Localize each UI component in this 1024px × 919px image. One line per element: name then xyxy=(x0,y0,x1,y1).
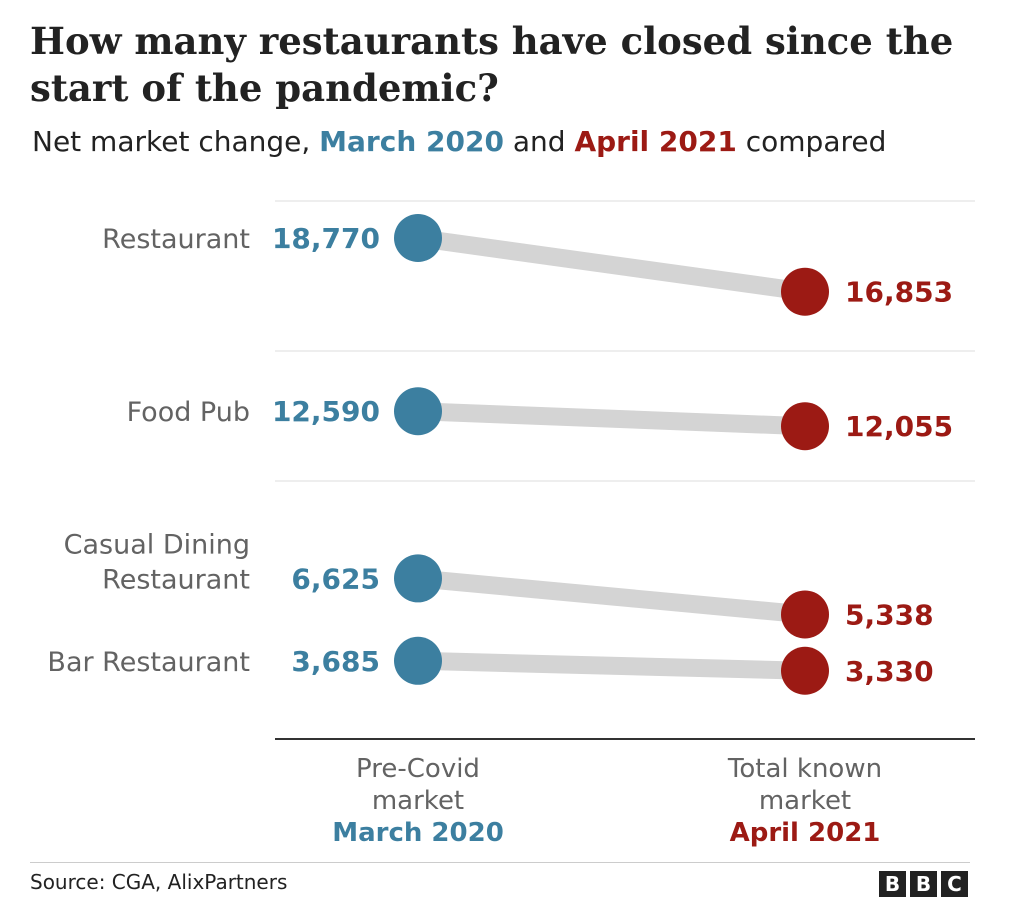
dot-march-2020 xyxy=(394,387,442,436)
dot-april-2021 xyxy=(781,646,829,695)
subtitle-series-april: April 2021 xyxy=(574,125,737,158)
subtitle-prefix: Net market change, xyxy=(32,125,320,158)
x-axis-label: market xyxy=(372,786,464,816)
subtitle-suffix: compared xyxy=(736,125,887,158)
category-label: Restaurant xyxy=(102,564,250,595)
chart-title: How many restaurants have closed since t… xyxy=(30,19,954,110)
footer-divider xyxy=(30,862,970,863)
x-axis-label: market xyxy=(759,786,851,816)
x-axis-label: Total known xyxy=(727,754,882,784)
category-label: Food Pub xyxy=(127,397,250,428)
category-label: Casual Dining xyxy=(64,529,250,560)
dot-april-2021 xyxy=(781,590,829,639)
source-note: Source: CGA, AlixPartners xyxy=(30,870,288,894)
value-label-april-2021: 16,853 xyxy=(845,276,953,309)
value-label-march-2020: 12,590 xyxy=(272,395,380,428)
value-label-march-2020: 3,685 xyxy=(291,645,380,678)
value-label-april-2021: 5,338 xyxy=(845,598,934,631)
chart-subtitle: Net market change, March 2020 and April … xyxy=(32,122,886,162)
dot-march-2020 xyxy=(394,554,442,603)
dumbbell-connector xyxy=(417,402,806,436)
value-label-april-2021: 12,055 xyxy=(845,410,953,443)
dot-march-2020 xyxy=(394,636,442,685)
dumbbell-connector xyxy=(417,569,806,624)
category-label: Restaurant xyxy=(102,224,250,255)
dumbbell-connector xyxy=(417,651,806,680)
subtitle-series-march: March 2020 xyxy=(319,125,504,158)
bbc-logo-letter: C xyxy=(941,871,968,897)
bbc-logo-letter: B xyxy=(879,871,906,897)
category-label: Bar Restaurant xyxy=(47,647,250,678)
x-axis-label: Pre-Covid xyxy=(356,754,480,784)
dot-march-2020 xyxy=(394,214,442,262)
bbc-logo: B B C xyxy=(879,871,968,897)
subtitle-middle: and xyxy=(503,125,575,158)
dumbbell-connector xyxy=(416,229,807,301)
dot-april-2021 xyxy=(781,402,829,451)
x-axis-label-date: April 2021 xyxy=(730,818,881,848)
value-label-march-2020: 18,770 xyxy=(272,222,380,255)
bbc-logo-letter: B xyxy=(910,871,937,897)
dumbbell-chart: 18,770 16,853 Restaurant 12,590 12,055 Food P… xyxy=(47,200,975,848)
x-axis-label-date: March 2020 xyxy=(332,818,504,848)
value-label-april-2021: 3,330 xyxy=(845,655,934,688)
dot-april-2021 xyxy=(781,267,829,316)
value-label-march-2020: 6,625 xyxy=(291,562,380,595)
